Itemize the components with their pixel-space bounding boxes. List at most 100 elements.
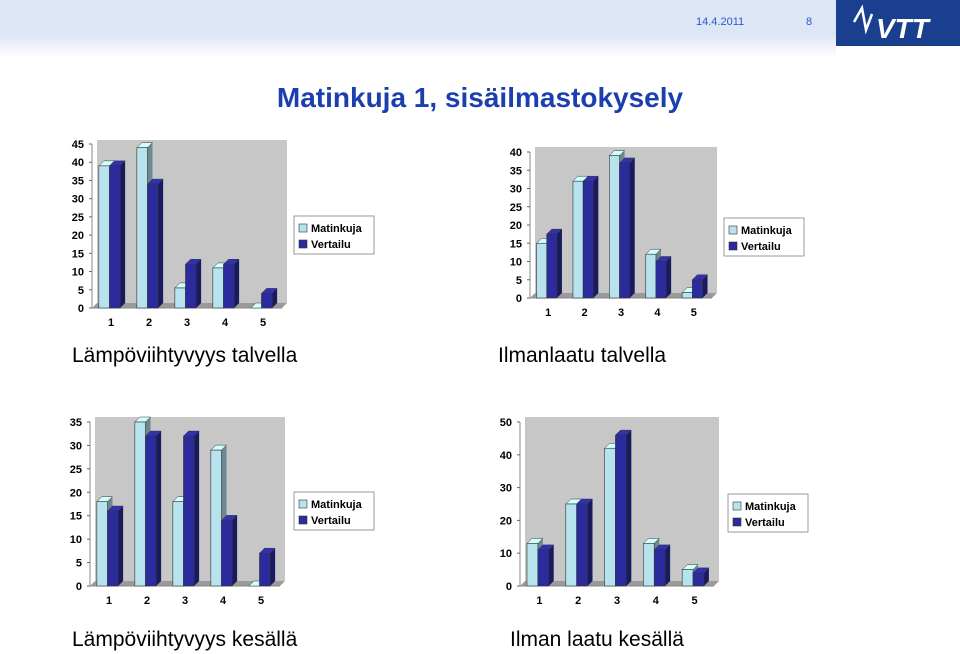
legend-swatch [298, 499, 308, 509]
bar [146, 178, 164, 309]
legend-swatch [728, 241, 738, 251]
logo-text: VTT [876, 13, 932, 44]
x-tick-label: 2 [582, 307, 588, 319]
y-tick-label: 25 [70, 464, 82, 476]
legend-swatch [298, 223, 308, 233]
x-tick-label: 1 [106, 595, 112, 607]
bar-front [134, 421, 146, 587]
y-tick-label: 15 [72, 248, 84, 260]
x-tick-label: 1 [536, 595, 542, 607]
bar-front [565, 503, 577, 587]
y-tick-label: 35 [72, 175, 84, 187]
bar-front [526, 543, 539, 587]
page-title: Matinkuja 1, sisäilmastokysely [276, 82, 684, 113]
bar [260, 288, 278, 309]
chart-ilmanlaatu-talvella: 0 5 10 15 20 25 30 35 40 1 2 3 4 5 Matinkuja Vertailu [510, 147, 805, 319]
y-tick-label: 50 [500, 417, 512, 429]
bar-side [556, 229, 562, 298]
legend-swatch [298, 239, 308, 249]
y-tick-label: 0 [516, 293, 522, 305]
bar [184, 259, 202, 309]
bar-front [643, 543, 655, 587]
y-tick-label: 10 [70, 534, 82, 546]
bar-front [107, 510, 119, 587]
bar-front [174, 287, 186, 309]
vtt-logo: VTT [836, 0, 960, 46]
bar-front [221, 520, 233, 587]
y-tick-label: 5 [78, 285, 84, 297]
bar-front [582, 180, 594, 299]
bar [691, 274, 709, 299]
x-tick-label: 3 [184, 317, 190, 329]
x-tick-label: 2 [146, 317, 152, 329]
bar-side [629, 157, 635, 298]
bar-side [196, 259, 202, 308]
bar-front [681, 569, 694, 587]
x-tick-label: 3 [614, 595, 620, 607]
bar-front [259, 552, 271, 587]
x-tick-label: 4 [654, 307, 661, 319]
bar [546, 228, 563, 299]
top-bar: 14.4.2011 8 VTT [0, 0, 960, 58]
bar-front [96, 501, 108, 587]
x-tick-label: 4 [220, 595, 227, 607]
bar-side [665, 544, 671, 586]
bar-front [261, 293, 273, 309]
y-tick-label: 40 [500, 450, 512, 462]
y-tick-label: 20 [500, 515, 512, 527]
y-tick-label: 15 [70, 511, 82, 523]
bar-front [537, 549, 550, 587]
bar-side [158, 179, 164, 308]
y-tick-label: 20 [510, 220, 522, 232]
legend-label: Matinkuja [311, 223, 363, 235]
x-tick-label: 3 [182, 595, 188, 607]
legend-label: Matinkuja [745, 501, 797, 513]
bar [106, 505, 124, 587]
y-tick-label: 0 [78, 303, 84, 315]
bar [582, 175, 599, 299]
bar-front [681, 292, 693, 299]
bar [537, 544, 555, 587]
bar-front [653, 549, 666, 587]
y-tick-label: 5 [76, 558, 82, 570]
y-tick-label: 25 [72, 212, 84, 224]
bar-front [604, 447, 616, 587]
bar [576, 498, 594, 587]
y-tick-label: 20 [72, 230, 84, 242]
legend-box [727, 493, 809, 533]
bar [144, 430, 162, 587]
bar-front [109, 165, 121, 309]
y-tick-label: 35 [70, 417, 82, 429]
y-tick-label: 30 [500, 483, 512, 495]
legend: Matinkuja Vertailu [293, 491, 375, 531]
legend-box [293, 491, 375, 531]
legend-swatch [298, 515, 308, 525]
bar-side [120, 160, 126, 308]
bar-front [223, 263, 235, 309]
bar-front [98, 165, 110, 309]
bar-side [626, 430, 632, 586]
bar-front [615, 434, 627, 587]
logo-wave-icon [852, 4, 874, 35]
x-tick-label: 5 [692, 595, 698, 607]
x-tick-label: 4 [222, 317, 229, 329]
x-tick-label: 2 [144, 595, 150, 607]
x-tick-label: 5 [260, 317, 266, 329]
bar-front [572, 180, 584, 299]
bar-side [587, 499, 593, 586]
bar [220, 515, 238, 587]
legend-label: Vertailu [311, 515, 351, 527]
chart-ilman-laatu-kesalla: 0 10 20 30 40 50 1 2 3 4 5 Matinkuja Vertailu [500, 417, 809, 607]
bar [653, 544, 671, 587]
bar [108, 160, 126, 309]
legend-swatch [732, 501, 742, 511]
legend: Matinkuja Vertailu [727, 493, 809, 533]
legend-box [723, 217, 805, 257]
legend-label: Vertailu [311, 239, 351, 251]
bar-front [546, 233, 558, 299]
y-tick-label: 5 [516, 275, 522, 287]
x-tick-label: 3 [618, 307, 624, 319]
y-tick-label: 40 [510, 147, 522, 159]
bar-side [702, 274, 708, 298]
x-tick-label: 5 [258, 595, 264, 607]
